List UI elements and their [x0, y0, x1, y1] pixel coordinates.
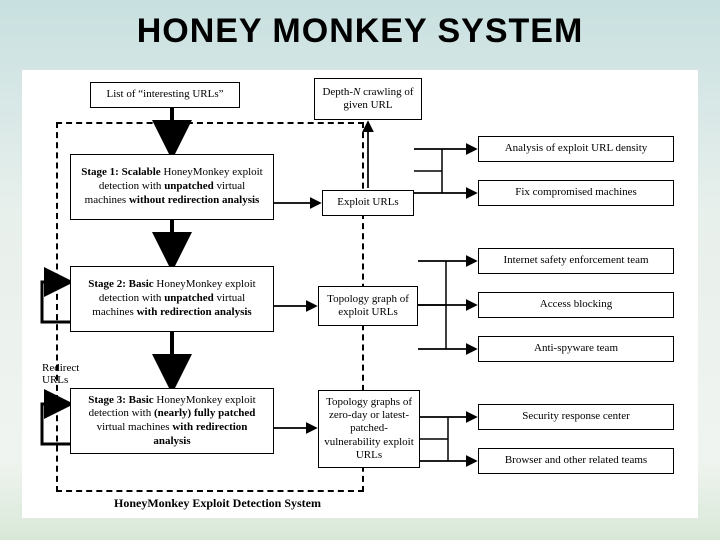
topology-text: Topology graph of exploit URLs — [324, 293, 412, 319]
system-caption: HoneyMonkey Exploit Detection System — [114, 496, 321, 511]
src-box: Security response center — [478, 404, 674, 430]
exploit-urls-text: Exploit URLs — [337, 196, 398, 209]
stage2-text: Stage 2: Basic HoneyMonkey exploit detec… — [77, 278, 267, 319]
topology-note: Topology graph of exploit URLs — [318, 286, 418, 326]
stage1-box: Stage 1: Scalable HoneyMonkey exploit de… — [70, 154, 274, 220]
browser-box: Browser and other related teams — [478, 448, 674, 474]
density-box: Analysis of exploit URL density — [478, 136, 674, 162]
topology-zero-text: Topology graphs of zero-day or latest-pa… — [324, 396, 414, 462]
diagram-canvas: List of “interesting URLs” Stage 1: Scal… — [22, 70, 698, 518]
url-list-text: List of “interesting URLs” — [106, 88, 223, 102]
antispyware-box: Anti-spyware team — [478, 336, 674, 362]
redirect-urls-label: RedirectURLs — [42, 362, 79, 386]
topology-zero-note: Topology graphs of zero-day or latest-pa… — [318, 390, 420, 468]
stage2-box: Stage 2: Basic HoneyMonkey exploit detec… — [70, 266, 274, 332]
stage3-box: Stage 3: Basic HoneyMonkey exploit detec… — [70, 388, 274, 454]
stage3-text: Stage 3: Basic HoneyMonkey exploit detec… — [77, 394, 267, 449]
stage1-text: Stage 1: Scalable HoneyMonkey exploit de… — [77, 166, 267, 207]
enforcement-box: Internet safety enforcement team — [478, 248, 674, 274]
exploit-urls-note: Exploit URLs — [322, 190, 414, 216]
url-list-box: List of “interesting URLs” — [90, 82, 240, 108]
fix-box: Fix compromised machines — [478, 180, 674, 206]
depth-n-text: Depth-N crawling of given URL — [320, 86, 416, 112]
depth-n-note: Depth-N crawling of given URL — [314, 78, 422, 120]
access-blocking-box: Access blocking — [478, 292, 674, 318]
page-title: HONEY MONKEY SYSTEM — [0, 12, 720, 51]
